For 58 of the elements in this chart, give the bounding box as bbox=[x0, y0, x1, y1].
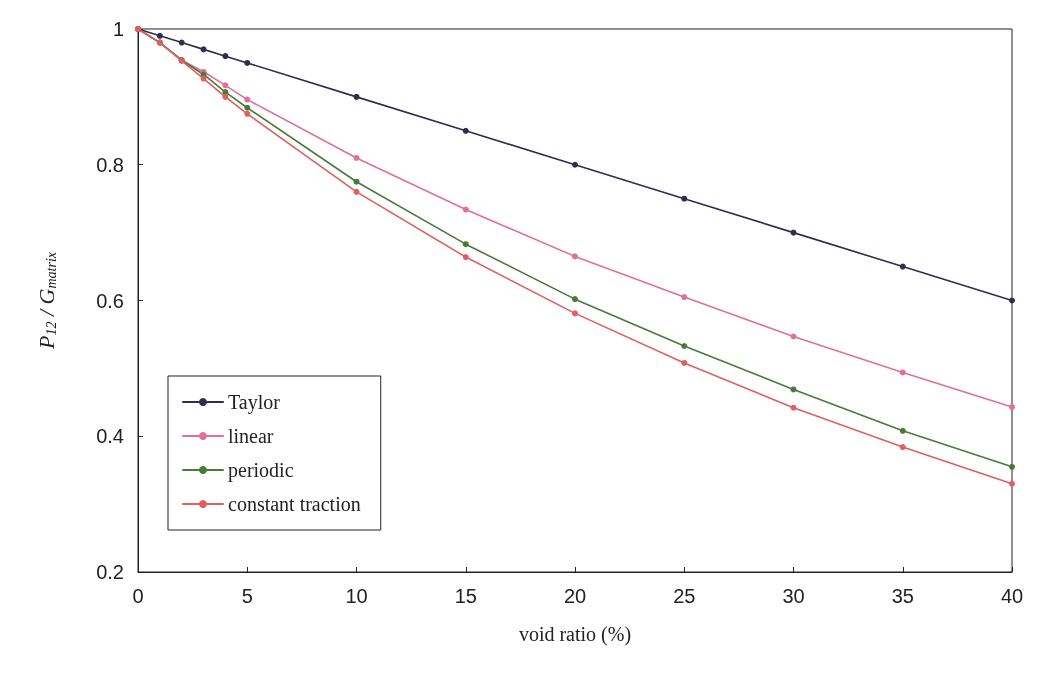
point bbox=[572, 161, 578, 168]
point bbox=[222, 82, 229, 89]
y-tick-label: 1 bbox=[112, 18, 124, 40]
point bbox=[462, 206, 469, 213]
point bbox=[790, 386, 797, 393]
legend-label: periodic bbox=[228, 459, 294, 482]
point bbox=[462, 127, 469, 134]
point bbox=[156, 32, 163, 39]
x-tick-label: 30 bbox=[782, 585, 805, 607]
point bbox=[681, 359, 688, 366]
y-tick-label: 0.8 bbox=[96, 153, 124, 176]
point bbox=[1009, 297, 1015, 304]
point bbox=[681, 342, 688, 349]
point bbox=[681, 294, 688, 301]
point bbox=[681, 195, 688, 202]
point bbox=[353, 93, 360, 100]
point bbox=[899, 427, 906, 434]
x-tick-label: 15 bbox=[454, 585, 477, 607]
point bbox=[790, 404, 797, 411]
x-tick-label: 20 bbox=[563, 585, 587, 607]
y-axis-title: P12 / Gmatrix bbox=[33, 251, 59, 350]
y-tick-label: 0.4 bbox=[96, 425, 124, 448]
y-tick-label: 0.2 bbox=[96, 561, 124, 583]
legend-label: constant traction bbox=[228, 493, 361, 515]
point bbox=[1009, 463, 1015, 470]
point bbox=[462, 241, 469, 248]
point bbox=[200, 46, 207, 53]
point bbox=[572, 296, 578, 303]
point bbox=[1009, 480, 1015, 487]
x-tick-label: 25 bbox=[673, 585, 696, 607]
point bbox=[353, 188, 360, 195]
point bbox=[200, 75, 207, 82]
point bbox=[462, 254, 469, 261]
x-tick-label: 5 bbox=[241, 585, 253, 607]
point bbox=[790, 333, 797, 340]
x-axis-title: void ratio (%) bbox=[518, 623, 632, 646]
legend-label: Taylor bbox=[228, 391, 281, 414]
x-tick-label: 10 bbox=[345, 585, 368, 607]
y-tick-label: 0.6 bbox=[96, 289, 124, 312]
point bbox=[572, 253, 578, 260]
point bbox=[244, 104, 251, 111]
x-tick-label: 35 bbox=[891, 585, 914, 607]
point bbox=[244, 96, 251, 103]
x-tick-label: 40 bbox=[1000, 585, 1024, 607]
point bbox=[899, 369, 906, 376]
point bbox=[1009, 404, 1015, 411]
point bbox=[244, 59, 251, 66]
x-tick-label: 0 bbox=[132, 585, 144, 607]
point bbox=[899, 263, 906, 270]
point bbox=[222, 93, 229, 100]
point bbox=[178, 39, 185, 46]
legend-label: linear bbox=[228, 425, 274, 447]
point bbox=[899, 444, 906, 451]
point bbox=[244, 110, 251, 117]
point bbox=[353, 178, 360, 185]
point bbox=[353, 154, 360, 161]
point bbox=[222, 53, 229, 60]
point bbox=[572, 310, 578, 317]
